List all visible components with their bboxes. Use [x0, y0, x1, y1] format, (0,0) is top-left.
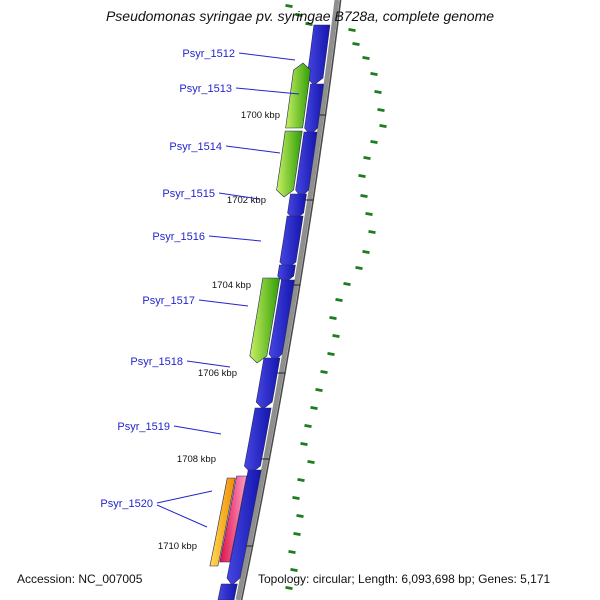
gc-skew-dash [288, 550, 296, 554]
position-label: 1710 kbp [158, 541, 197, 552]
gc-skew-dash [307, 460, 315, 464]
label-leader-line [173, 425, 222, 435]
gc-skew-dash [355, 266, 363, 270]
label-leader-line [238, 52, 296, 61]
feature-psyr-1519 [244, 407, 272, 474]
gc-skew-dash [296, 514, 304, 518]
gc-skew-dash [365, 212, 373, 216]
gene-label-psyr-1514: Psyr_1514 [169, 141, 222, 153]
gc-skew-dash [379, 124, 387, 128]
gene-label-psyr-1520: Psyr_1520 [100, 498, 153, 510]
gc-skew-dash [358, 174, 366, 178]
position-label: 1700 kbp [241, 110, 280, 121]
gc-skew-dash [327, 352, 335, 356]
feature-cds-3 [277, 264, 296, 284]
gc-skew-dash [300, 442, 308, 446]
label-leader-line [156, 490, 213, 504]
gc-skew-dash [343, 282, 351, 286]
feature-cds-6 [217, 583, 238, 600]
gene-label-psyr-1516: Psyr_1516 [152, 231, 205, 243]
feature-psyr-1518 [255, 357, 281, 410]
feature-psyr-1513 [285, 62, 311, 129]
gc-skew-dash [305, 22, 313, 26]
feature-cds-2 [295, 131, 318, 198]
feature-cds-1 [304, 83, 324, 136]
accession-text: Accession: NC_007005 [17, 572, 143, 586]
gc-skew-dash [295, 13, 303, 17]
gc-skew-dash [363, 156, 371, 160]
label-leader-line [225, 145, 281, 154]
gc-skew-dash [315, 388, 323, 392]
label-leader-line [218, 192, 260, 200]
position-label: 1704 kbp [212, 280, 251, 291]
label-leader-line [235, 87, 300, 95]
position-label: 1706 kbp [198, 368, 237, 379]
feature-psyr-1517 [249, 277, 281, 364]
gc-skew-dash [285, 586, 293, 590]
feature-cds-5 [226, 469, 262, 586]
label-leader-line [186, 360, 231, 368]
position-label: 1708 kbp [177, 454, 216, 465]
gc-skew-dash [348, 28, 356, 32]
gc-skew-dash [368, 230, 376, 234]
gc-skew-dash [335, 298, 343, 302]
gene-label-psyr-1513: Psyr_1513 [179, 83, 232, 95]
feature-psyr-1520-a [209, 477, 236, 567]
feature-psyr-1512 [306, 24, 331, 86]
gc-skew-dash [360, 194, 368, 198]
genome-stats-text: Topology: circular; Length: 6,093,698 bp… [258, 572, 551, 586]
gc-skew-dash [377, 108, 385, 112]
gc-skew-dash [304, 424, 312, 428]
genome-backbone [235, 0, 340, 600]
gene-label-psyr-1515: Psyr_1515 [162, 188, 215, 200]
gc-skew-dash [310, 406, 318, 410]
gene-label-psyr-1519: Psyr_1519 [117, 421, 170, 433]
gc-skew-dash [290, 568, 298, 572]
gc-skew-dash [285, 4, 293, 8]
label-leader-line [208, 235, 262, 242]
feature-psyr-1520-b [219, 475, 247, 563]
gc-skew-dash [329, 316, 337, 320]
gc-skew-dash [370, 140, 378, 144]
gc-skew-dash [370, 72, 378, 76]
gc-skew-dash [374, 90, 382, 94]
gene-label-psyr-1512: Psyr_1512 [182, 48, 235, 60]
gc-skew-dash [293, 532, 301, 536]
gc-skew-dash [320, 370, 328, 374]
gc-skew-dash [352, 42, 360, 46]
position-label: 1702 kbp [227, 195, 266, 206]
gc-skew-dash [332, 334, 340, 338]
genome-backbone-edge [240, 0, 342, 600]
gene-label-psyr-1518: Psyr_1518 [130, 356, 183, 368]
label-leader-line [198, 299, 249, 307]
map-title: Pseudomonas syringae pv. syringae B728a,… [105, 8, 495, 24]
gene-label-psyr-1517: Psyr_1517 [142, 295, 195, 307]
gc-skew-dash [292, 496, 300, 500]
gc-skew-dash [297, 478, 305, 482]
gc-skew-dash [362, 56, 370, 60]
gc-skew-dash [362, 250, 370, 254]
label-leader-line [156, 504, 208, 528]
feature-cds-4 [268, 279, 295, 362]
feature-psyr-1514 [276, 130, 303, 198]
